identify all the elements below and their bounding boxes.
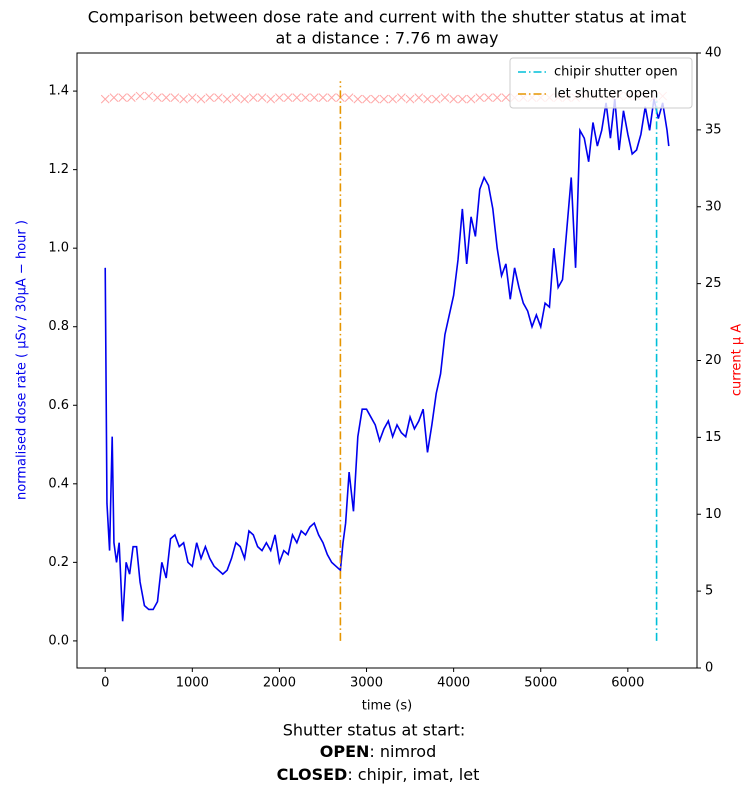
data-point (327, 93, 337, 102)
chart-title: Comparison between dose rate and current… (88, 8, 687, 27)
y-tick-label: 0.6 (48, 398, 69, 413)
data-point (248, 93, 258, 102)
y2-tick-label: 0 (705, 661, 713, 676)
data-point (100, 94, 110, 104)
data-point (118, 93, 127, 102)
y-tick-label: 0.8 (48, 319, 69, 334)
y2-tick-label: 40 (705, 46, 722, 61)
data-point (301, 93, 310, 102)
data-point (475, 93, 485, 102)
x-tick-label: 5000 (524, 676, 557, 691)
legend-label: let shutter open (554, 87, 658, 102)
legend-box (509, 57, 693, 109)
x-tick-label: 4000 (437, 676, 470, 691)
data-point (214, 93, 223, 102)
x-axis-label: time (s) (362, 699, 412, 714)
data-point (449, 94, 458, 104)
y-tick-label: 1.2 (48, 162, 69, 177)
data-point (205, 93, 215, 102)
y-axis-label: normalised dose rate ( μSv / 30μA − hour… (15, 220, 30, 500)
data-point (405, 94, 415, 104)
data-line (104, 98, 670, 622)
data-point (283, 93, 293, 102)
y2-tick-label: 15 (705, 430, 722, 445)
data-point (135, 91, 145, 101)
data-point (457, 94, 467, 104)
footer-label: CLOSED (277, 765, 348, 784)
y-tick-label: 0.4 (48, 476, 69, 491)
data-point (187, 93, 197, 102)
data-point (353, 94, 363, 104)
plot-frame (76, 52, 698, 669)
x-tick-label: 0 (101, 676, 109, 691)
data-point (275, 93, 284, 102)
y2-tick-label: 25 (705, 276, 722, 291)
data-point (161, 93, 171, 102)
data-point (370, 94, 380, 104)
data-point (292, 93, 302, 102)
data-point (179, 94, 188, 104)
data-point (397, 93, 406, 102)
y-tick-label: 1.0 (48, 241, 69, 256)
x-tick-label: 6000 (611, 676, 644, 691)
data-point (144, 91, 154, 101)
data-point (196, 94, 206, 104)
data-point (318, 93, 328, 102)
data-point (492, 93, 502, 102)
footer-line: OPEN: nimrod (320, 742, 436, 761)
footer-line: CLOSED: chipir, imat, let (277, 765, 480, 784)
data-point (423, 94, 432, 104)
data-point (126, 93, 136, 102)
data-point (484, 93, 493, 102)
data-point (170, 93, 180, 102)
x-tick-label: 3000 (350, 676, 383, 691)
data-point (414, 93, 424, 102)
y-tick-label: 1.4 (48, 84, 69, 99)
x-tick-label: 2000 (263, 676, 296, 691)
data-point (240, 94, 249, 104)
footer-text: : chipir, imat, let (347, 765, 479, 784)
chart-subtitle: at a distance : 7.76 m away (276, 29, 499, 48)
data-point (431, 94, 441, 104)
y2-axis-label: current μ A (730, 324, 745, 396)
footer-heading: Shutter status at start: (283, 721, 466, 740)
y2-tick-label: 10 (705, 507, 722, 522)
data-point (344, 93, 354, 102)
data-point (466, 94, 476, 104)
data-point (309, 93, 319, 102)
y2-tick-label: 20 (705, 353, 722, 368)
y2-tick-label: 5 (705, 584, 713, 599)
data-point (379, 94, 389, 104)
footer-text: : nimrod (369, 742, 436, 761)
y2-tick-label: 35 (705, 122, 722, 137)
data-point (231, 93, 241, 102)
data-point (257, 93, 267, 102)
data-point (388, 94, 398, 104)
y-tick-label: 0.2 (48, 555, 69, 570)
data-point (440, 93, 450, 102)
data-point (501, 93, 511, 102)
data-point (222, 94, 232, 104)
y-tick-label: 0.0 (48, 633, 69, 648)
data-point (109, 93, 119, 102)
data-point (362, 94, 371, 104)
y2-tick-label: 30 (705, 199, 722, 214)
data-point (266, 94, 276, 104)
x-tick-label: 1000 (176, 676, 209, 691)
footer-label: OPEN (320, 742, 370, 761)
legend-label: chipir shutter open (554, 65, 678, 80)
data-point (153, 93, 162, 102)
